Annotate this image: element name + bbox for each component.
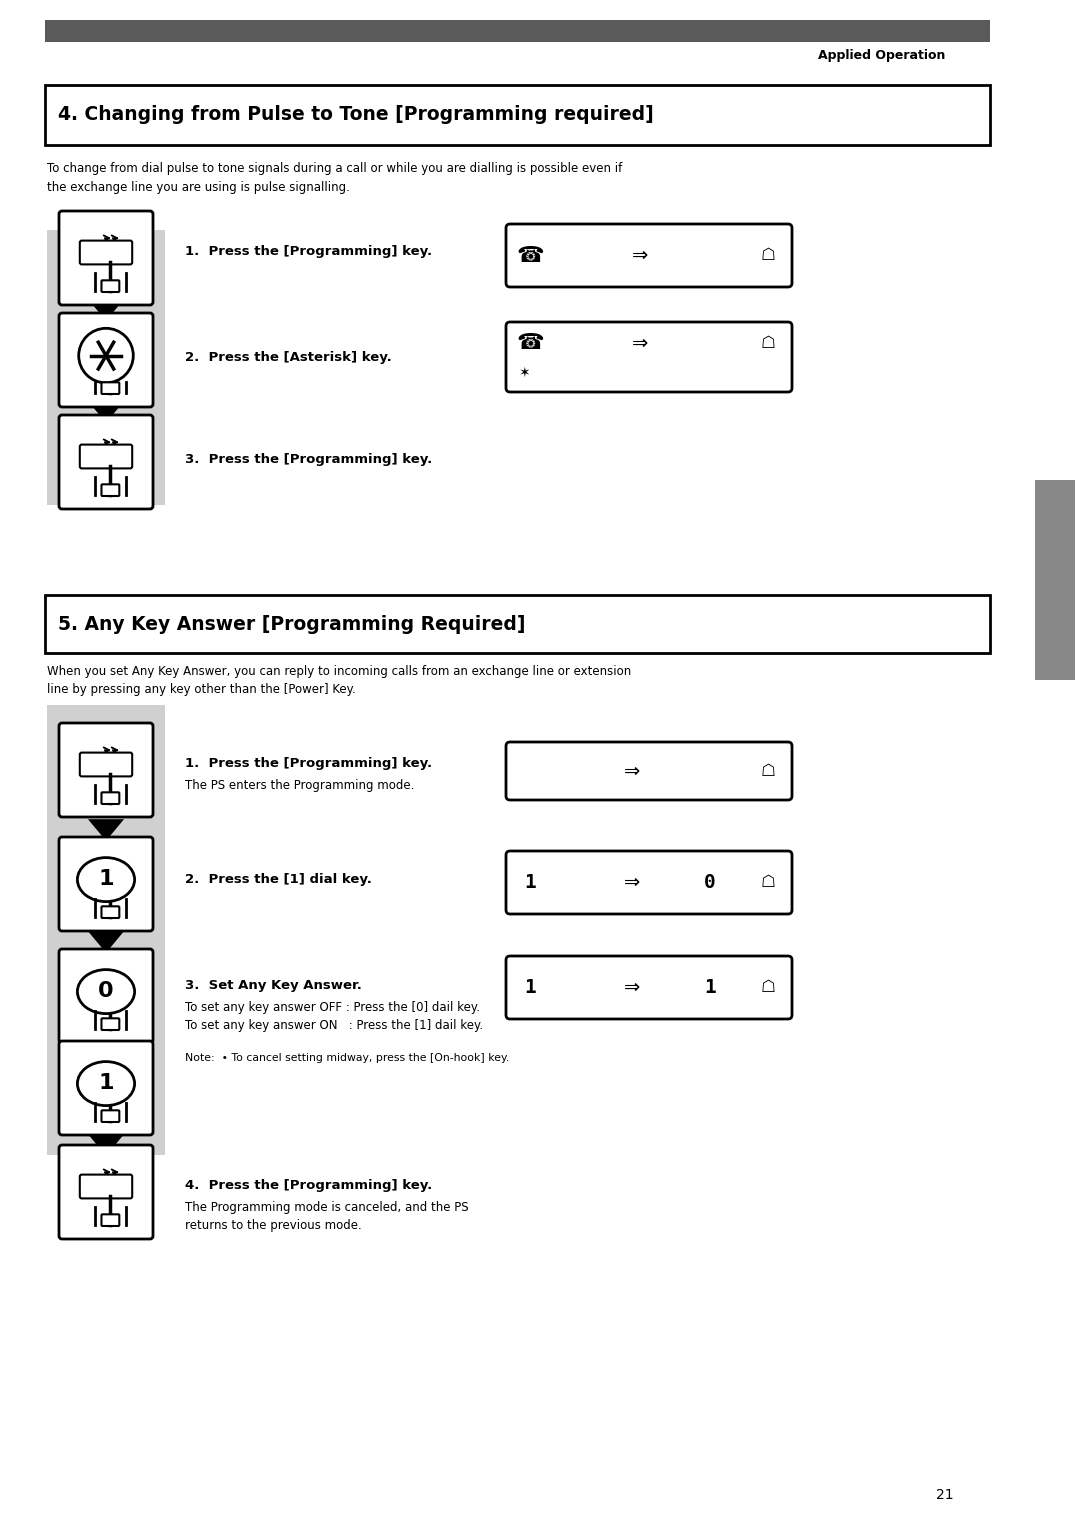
Text: 1.  Press the [Programming] key.: 1. Press the [Programming] key. — [185, 757, 432, 771]
Text: 4. Changing from Pulse to Tone [Programming required]: 4. Changing from Pulse to Tone [Programm… — [58, 105, 653, 125]
Bar — [1035, 481, 1075, 681]
Text: 0: 0 — [704, 873, 716, 893]
FancyBboxPatch shape — [102, 383, 119, 394]
Text: Applied Operation: Applied Operation — [818, 49, 945, 61]
Text: 21: 21 — [936, 1488, 954, 1502]
Text: 3.  Set Any Key Answer.: 3. Set Any Key Answer. — [185, 978, 362, 992]
Text: 1.  Press the [Programming] key.: 1. Press the [Programming] key. — [185, 246, 432, 258]
FancyBboxPatch shape — [80, 1175, 132, 1198]
Ellipse shape — [78, 858, 135, 902]
Text: or: or — [98, 1042, 113, 1054]
Text: The Programming mode is canceled, and the PS: The Programming mode is canceled, and th… — [185, 1201, 469, 1213]
Text: ⇒: ⇒ — [624, 978, 640, 996]
FancyBboxPatch shape — [45, 85, 990, 145]
Text: ⇒: ⇒ — [632, 334, 648, 353]
Text: 1: 1 — [524, 873, 536, 893]
Text: ✶: ✶ — [519, 366, 530, 380]
Text: ⇒: ⇒ — [632, 246, 648, 266]
FancyBboxPatch shape — [59, 415, 153, 510]
Text: Note:  • To cancel setting midway, press the [On-hook] key.: Note: • To cancel setting midway, press … — [185, 1053, 510, 1064]
FancyBboxPatch shape — [102, 1018, 119, 1030]
Text: ⇒: ⇒ — [624, 873, 640, 893]
Text: 4.  Press the [Programming] key.: 4. Press the [Programming] key. — [185, 1178, 432, 1192]
Text: ☖: ☖ — [760, 761, 775, 780]
Text: 2.  Press the [Asterisk] key.: 2. Press the [Asterisk] key. — [185, 351, 392, 365]
Text: To set any key answer OFF : Press the [0] dail key.: To set any key answer OFF : Press the [0… — [185, 1001, 480, 1013]
Text: 0: 0 — [98, 981, 113, 1001]
Text: ☎: ☎ — [516, 246, 544, 266]
Circle shape — [79, 328, 133, 383]
FancyBboxPatch shape — [59, 313, 153, 407]
Polygon shape — [87, 819, 124, 841]
FancyBboxPatch shape — [59, 1041, 153, 1135]
Ellipse shape — [78, 969, 135, 1013]
FancyBboxPatch shape — [59, 949, 153, 1042]
Text: 1: 1 — [98, 1073, 113, 1093]
FancyBboxPatch shape — [45, 595, 990, 653]
FancyBboxPatch shape — [102, 1215, 119, 1225]
Bar — [45, 20, 990, 43]
Text: 1: 1 — [704, 978, 716, 996]
FancyBboxPatch shape — [102, 792, 119, 804]
Text: To change from dial pulse to tone signals during a call or while you are diallin: To change from dial pulse to tone signal… — [48, 162, 622, 194]
Text: 3.  Press the [Programming] key.: 3. Press the [Programming] key. — [185, 453, 432, 467]
Text: ☖: ☖ — [760, 978, 775, 996]
FancyBboxPatch shape — [507, 955, 792, 1019]
Text: ☎: ☎ — [516, 333, 544, 354]
FancyBboxPatch shape — [80, 241, 132, 264]
Text: 1: 1 — [524, 978, 536, 996]
FancyBboxPatch shape — [507, 322, 792, 392]
Text: ⇒: ⇒ — [624, 761, 640, 780]
FancyBboxPatch shape — [102, 484, 119, 496]
Polygon shape — [87, 931, 124, 952]
Polygon shape — [87, 401, 124, 423]
FancyBboxPatch shape — [59, 723, 153, 816]
FancyBboxPatch shape — [102, 281, 119, 291]
Text: 2.  Press the [1] dial key.: 2. Press the [1] dial key. — [185, 873, 372, 887]
Polygon shape — [87, 1134, 124, 1155]
FancyBboxPatch shape — [102, 906, 119, 919]
Text: When you set Any Key Answer, you can reply to incoming calls from an exchange li: When you set Any Key Answer, you can rep… — [48, 665, 631, 696]
FancyBboxPatch shape — [102, 1111, 119, 1122]
Text: ☖: ☖ — [760, 247, 775, 264]
FancyBboxPatch shape — [59, 1144, 153, 1239]
Ellipse shape — [78, 1062, 135, 1106]
Text: The PS enters the Programming mode.: The PS enters the Programming mode. — [185, 780, 415, 792]
FancyBboxPatch shape — [59, 211, 153, 305]
Bar — [48, 705, 165, 1155]
Text: 5. Any Key Answer [Programming Required]: 5. Any Key Answer [Programming Required] — [58, 615, 526, 633]
Text: returns to the previous mode.: returns to the previous mode. — [185, 1218, 362, 1231]
Text: 1: 1 — [98, 868, 113, 888]
FancyBboxPatch shape — [507, 224, 792, 287]
Text: ☖: ☖ — [760, 334, 775, 353]
Polygon shape — [87, 299, 124, 320]
FancyBboxPatch shape — [507, 852, 792, 914]
FancyBboxPatch shape — [80, 444, 132, 468]
Bar — [48, 230, 165, 505]
FancyBboxPatch shape — [59, 836, 153, 931]
Text: To set any key answer ON   : Press the [1] dail key.: To set any key answer ON : Press the [1]… — [185, 1019, 483, 1033]
FancyBboxPatch shape — [80, 752, 132, 777]
FancyBboxPatch shape — [507, 742, 792, 800]
Text: ☖: ☖ — [760, 873, 775, 891]
